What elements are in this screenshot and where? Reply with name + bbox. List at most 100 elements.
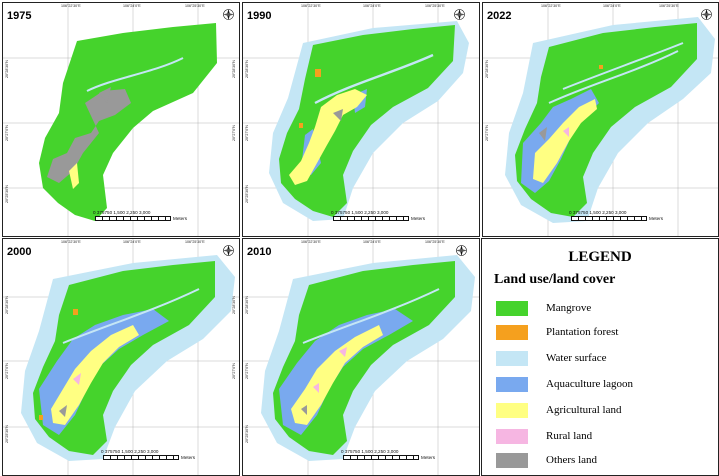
legend-subtitle: Land use/land cover [494,272,616,287]
legend-title: LEGEND [568,249,632,265]
legend-label: Plantation forest [546,326,619,338]
coord-top-1: 106°22'30"E [61,4,81,8]
patch-rural [73,373,81,385]
patch-others [59,405,67,417]
coord-top-3: 106°25'30"E [185,4,205,8]
coord-left-1: 20°28'30"N [485,60,489,78]
coord-left-2: 20°27'0"N [245,125,249,141]
legend-label: Others land [546,454,598,466]
scale-graphic [95,216,171,221]
map-panel-1975: 1975 106°22'30"E 106°24'0"E 106°25'30"E … [2,2,240,237]
coord-top-3: 106°25'30"E [425,240,445,244]
legend-swatch [496,377,528,392]
patch-others [539,127,547,141]
map-1975 [3,3,239,236]
scale-numbers: 0 375750 1,500 2,250 3,000 [569,210,627,215]
north-arrow-icon [455,244,468,257]
patch-others-2 [99,87,111,103]
coord-left-3: 20°25'30"N [245,185,249,203]
patch-agri [533,99,597,183]
channels [62,288,200,344]
patch-plantation-2 [299,123,303,128]
coord-top-2: 106°24'0"E [123,4,141,8]
patch-agri [51,325,139,425]
map-2022 [483,3,718,236]
north-arrow-icon [222,8,235,21]
map-2000 [3,239,239,475]
map-1990 [243,3,479,236]
map-panel-2000: 2000 106°22'30"E 106°24'0"E 106°25'30"E … [2,238,240,476]
coord-left-1: 20°28'30"N [5,60,9,78]
coord-right-1: 20°28'30"N [232,60,236,78]
scale-bar: 0 375750 1,500 2,250 3,000 Meters [331,210,451,226]
patch-rural [563,127,569,137]
coord-top-3: 106°25'30"E [659,4,679,8]
legend-label: Aquaculture lagoon [546,378,634,390]
island-mangrove [39,23,217,221]
coord-right-2: 20°27'0"N [232,125,236,141]
panel-year: 2022 [487,10,512,22]
map-2010 [243,239,479,475]
scale-bar: 0 375750 1,500 2,250 3,000 Meters [101,449,221,465]
scale-bar: 0 375750 1,500 2,250 3,000 Meters [341,449,461,465]
coord-top-3: 106°25'30"E [425,4,445,8]
coord-left-3: 20°25'30"N [245,425,249,443]
coord-top-3: 106°25'30"E [185,240,205,244]
patch-agri [291,325,383,425]
channels [314,53,434,105]
scale-unit: Meters [649,216,664,221]
patch-plantation [315,69,321,77]
map-panel-2022: 2022 106°22'30"E 106°24'0"E 106°25'30"E … [482,2,719,237]
legend-swatch [496,301,528,316]
island-mangrove [279,25,455,217]
patch-plantation-2 [39,415,43,420]
island-mangrove [515,23,697,217]
north-arrow-icon [700,8,713,21]
map-panel-1990: 1990 106°22'30"E 106°24'0"E 106°25'30"E … [242,2,480,237]
patch-others [301,405,307,415]
legend-label: Agricultural land [546,404,622,416]
scale-numbers: 0 375750 1,500 2,250 3,000 [93,210,151,215]
coord-left-2: 20°27'0"N [485,125,489,141]
coord-right-2: 20°27'0"N [232,363,236,379]
scale-graphic [571,216,647,221]
panel-year: 1990 [247,10,272,22]
scale-numbers: 0 375750 1,500 2,250 3,000 [341,449,399,454]
scale-unit: Meters [421,455,436,460]
coord-left-1: 20°28'30"N [245,296,249,314]
coord-top-1: 106°22'30"E [541,4,561,8]
legend-swatch [496,403,528,418]
patch-agri [69,163,79,189]
coord-top-2: 106°24'0"E [123,240,141,244]
panel-year: 2010 [247,246,272,258]
patch-plantation [599,65,603,69]
patch-rural [339,347,347,357]
patch-plantation [73,309,78,315]
scale-unit: Meters [411,216,426,221]
north-arrow-icon [453,8,466,21]
coord-top-2: 106°24'0"E [363,240,381,244]
legend-swatch [496,325,528,340]
coord-left-2: 20°27'0"N [245,363,249,379]
coord-left-1: 20°28'30"N [245,60,249,78]
channels [302,288,440,344]
coord-top-2: 106°24'0"E [363,4,381,8]
coord-left-2: 20°27'0"N [5,363,9,379]
coord-top-2: 106°24'0"E [603,4,621,8]
patch-rural-2 [313,383,319,393]
legend-swatch [496,351,528,366]
coord-left-3: 20°25'30"N [5,425,9,443]
map-panel-2010: 2010 106°22'30"E 106°24'0"E 106°25'30"E … [242,238,480,476]
scale-unit: Meters [181,455,196,460]
patch-others [333,109,343,121]
legend-swatch [496,429,528,444]
north-arrow-icon [222,244,235,257]
coord-top-1: 106°22'30"E [61,240,81,244]
channels [548,42,684,104]
coord-left-3: 20°25'30"N [5,185,9,203]
scale-graphic [333,216,409,221]
island-channel [86,57,184,92]
scale-graphic [103,455,179,460]
scale-numbers: 0 375750 1,500 2,250 3,000 [101,449,159,454]
scale-graphic [343,455,419,460]
